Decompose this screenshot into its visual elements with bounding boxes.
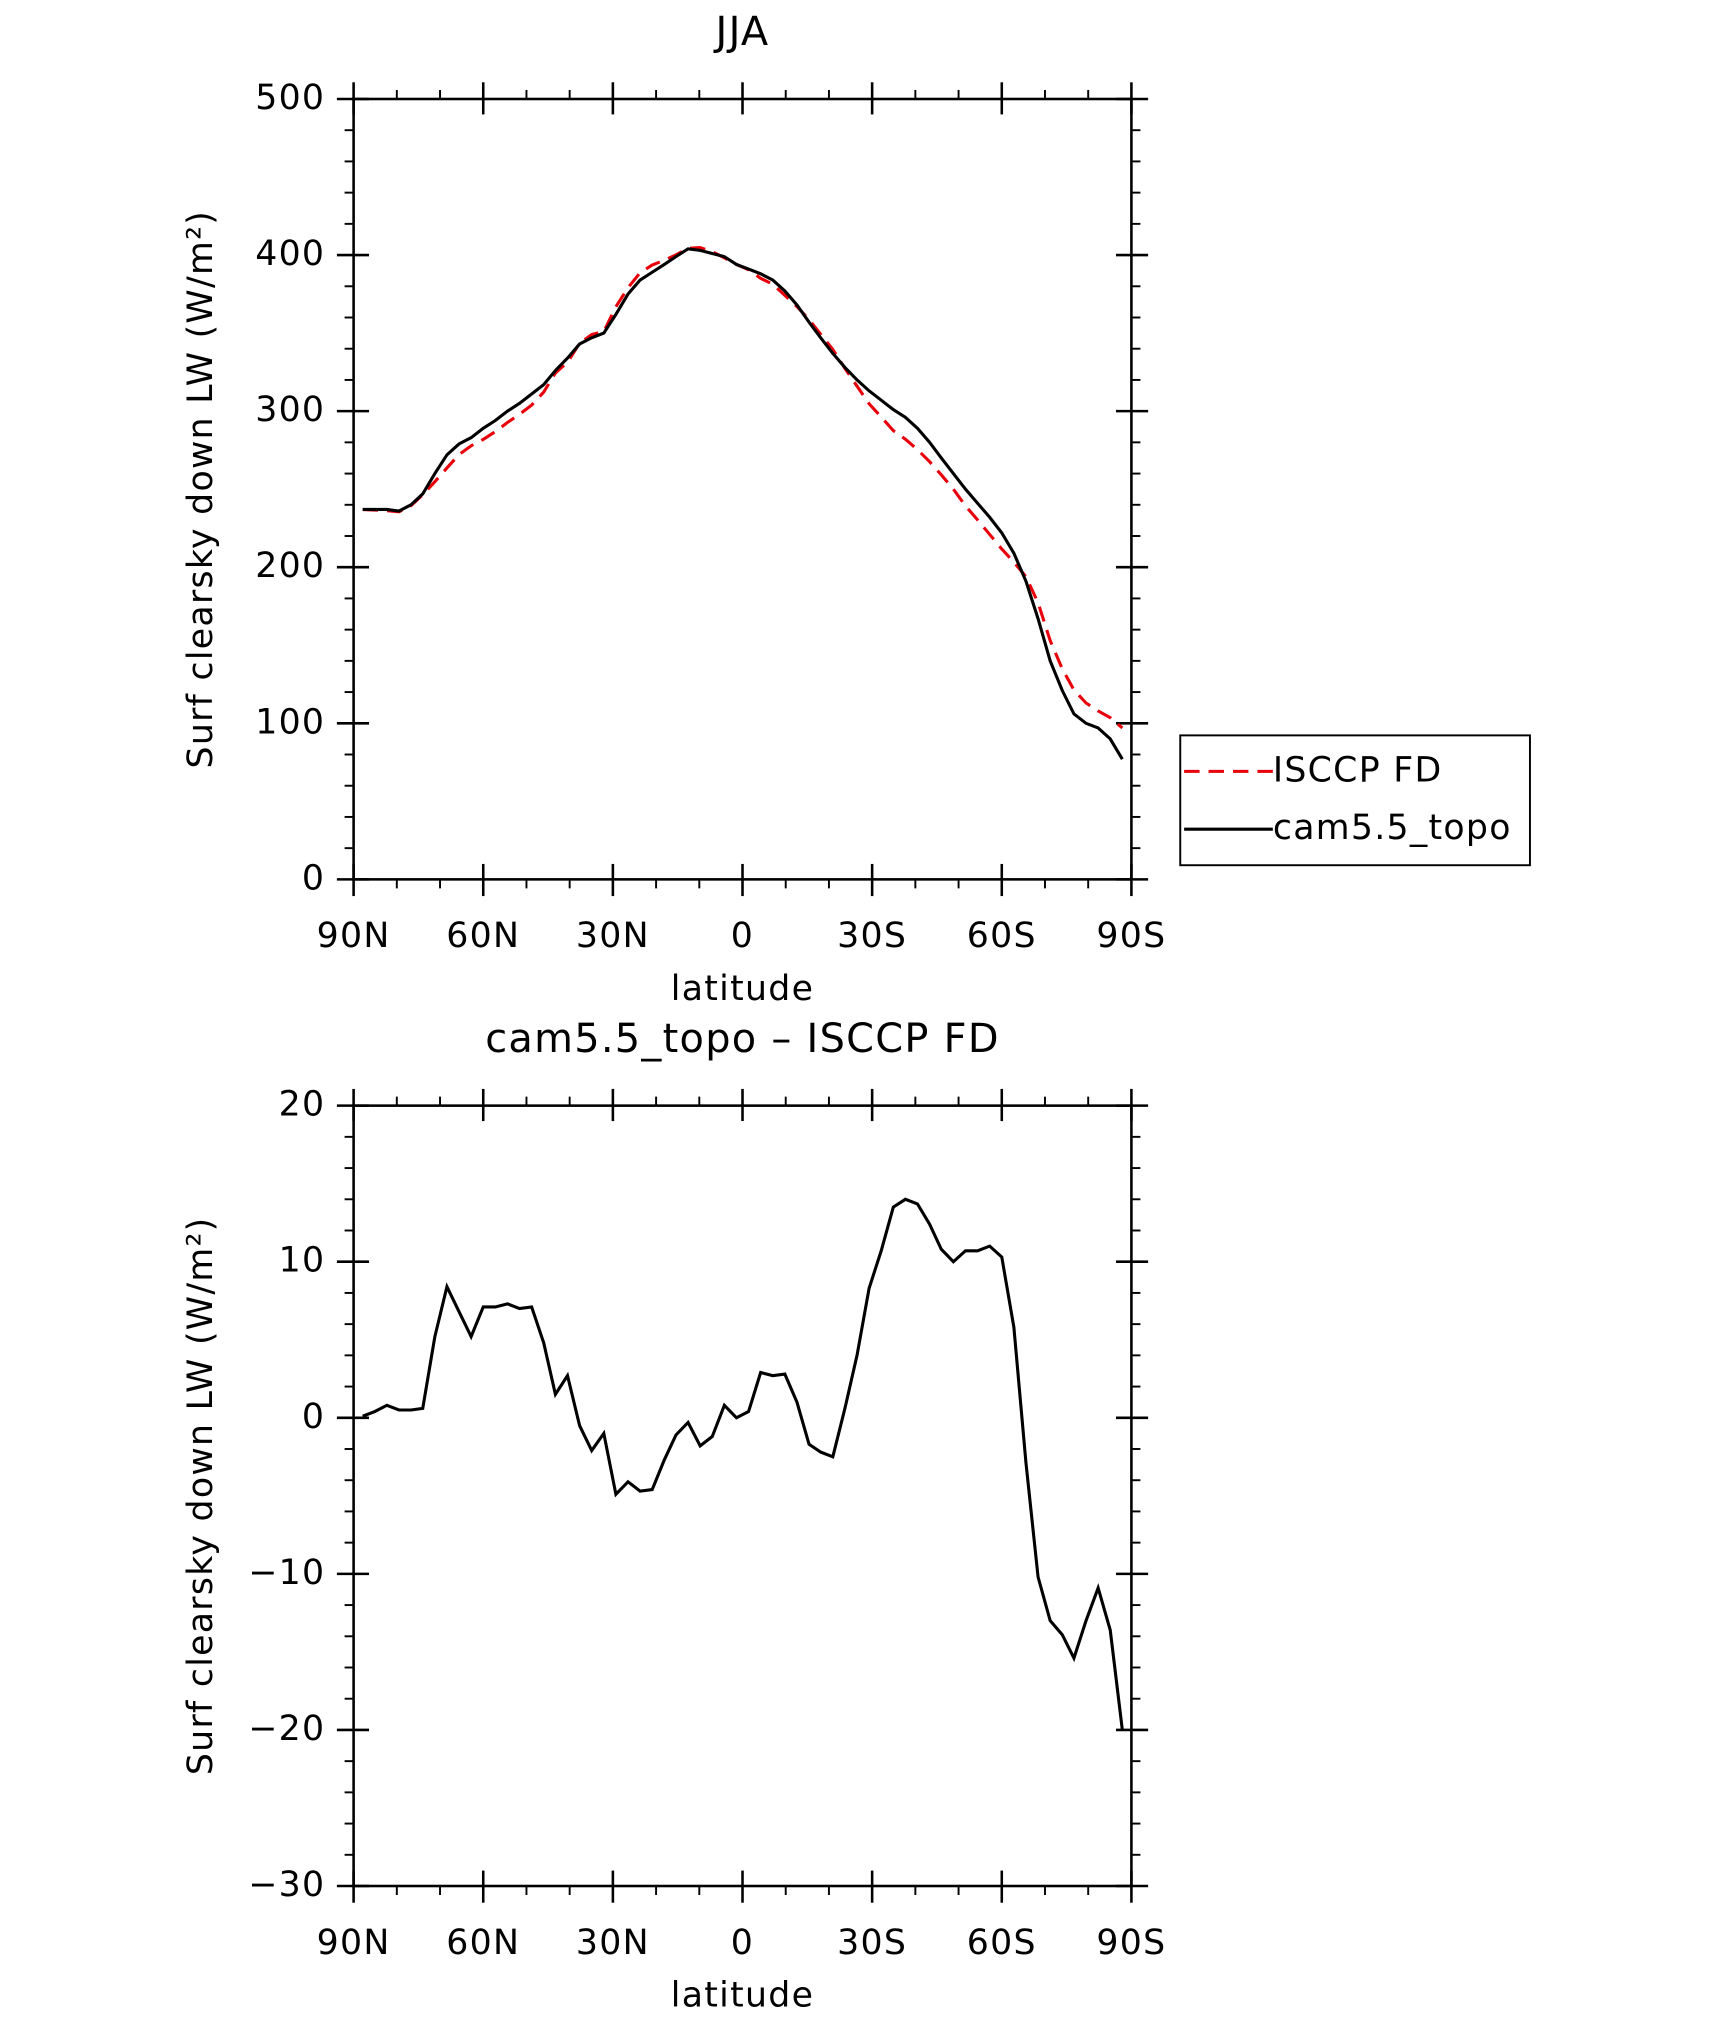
y-tick-label: 0	[302, 1397, 325, 1437]
x-axis-label: latitude	[671, 1976, 814, 2016]
x-tick-label: 90N	[317, 916, 391, 956]
y-tick-label: 20	[279, 1085, 326, 1125]
x-tick-label: 30N	[576, 916, 650, 956]
y-axis-label: Surf clearsky down LW (W/m²)	[181, 210, 221, 769]
x-tick-label: 0	[731, 916, 754, 956]
x-tick-label: 90N	[317, 1923, 391, 1963]
x-tick-label: 30S	[837, 1923, 907, 1963]
y-tick-label: −30	[248, 1865, 325, 1905]
x-tick-label: 30S	[837, 916, 907, 956]
y-tick-label: −20	[248, 1709, 325, 1749]
y-tick-label: 10	[279, 1241, 326, 1281]
legend-label: cam5.5_topo	[1273, 808, 1512, 848]
chart-title: JJA	[713, 9, 770, 55]
x-tick-label: 60N	[446, 916, 520, 956]
x-tick-label: 60S	[967, 916, 1037, 956]
series-line	[362, 246, 1124, 730]
x-tick-label: 90S	[1096, 916, 1166, 956]
x-axis-label: latitude	[671, 969, 814, 1009]
y-tick-label: 100	[255, 702, 325, 742]
x-tick-label: 30N	[576, 1923, 650, 1963]
y-tick-label: −10	[248, 1553, 325, 1593]
x-tick-label: 60S	[967, 1923, 1037, 1963]
y-tick-label: 200	[255, 546, 325, 586]
plot-frame	[352, 97, 1133, 881]
legend-label: ISCCP FD	[1273, 750, 1443, 790]
y-tick-label: 0	[302, 858, 325, 898]
y-tick-label: 500	[255, 78, 325, 118]
x-tick-label: 90S	[1096, 1923, 1166, 1963]
legend-box	[1179, 734, 1531, 867]
y-tick-label: 300	[255, 390, 325, 430]
chart-title: cam5.5_topo – ISCCP FD	[485, 1016, 1000, 1062]
y-axis-label: Surf clearsky down LW (W/m²)	[181, 1217, 221, 1776]
series-line	[362, 247, 1124, 760]
x-tick-label: 60N	[446, 1923, 520, 1963]
x-tick-label: 0	[731, 1923, 754, 1963]
plot-frame	[352, 1104, 1133, 1888]
series-line	[362, 1197, 1124, 1731]
y-tick-label: 400	[255, 234, 325, 274]
